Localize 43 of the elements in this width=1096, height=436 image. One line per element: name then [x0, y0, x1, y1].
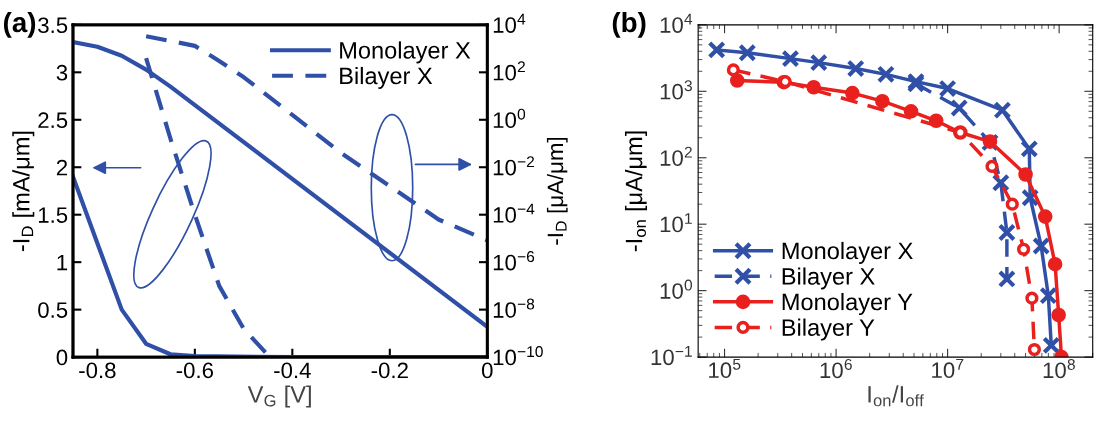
x-tick-label: -0.2: [371, 362, 408, 379]
y-tick-label: 2.5: [38, 112, 68, 129]
y2-axis-title: -I$_{D}$ [μA/μm]: [546, 137, 568, 245]
x-tick-label: 10$^{8}$: [1043, 358, 1075, 379]
y-tick-label: 1.5: [38, 207, 68, 223]
x-tick-label: 10$^{5}$: [709, 358, 741, 379]
x-axis-title: I$_{on}$/I$_{off}$: [868, 385, 924, 407]
x-tick-label: 0: [481, 362, 493, 379]
y-tick-label: 0.5: [38, 302, 68, 318]
legend-label: Bilayer X: [782, 267, 875, 290]
chart-title: (a): [3, 11, 36, 38]
legend-label: Monolayer Y: [782, 292, 913, 315]
x-tick-label: -0.6: [176, 362, 214, 379]
x-tick-label: -0.8: [79, 362, 116, 379]
y-axis-title: -I$_{on}$ [μA/μm]: [624, 131, 647, 252]
legend-label: Bilayer Y: [782, 318, 875, 341]
x-tick-label: -0.4: [274, 362, 311, 379]
y-axis-title: -I$_{D}$ [mA/μm]: [12, 131, 35, 252]
y-tick-label: 10$^{3}$: [660, 80, 692, 100]
y2-tick-label: 10$^{2}$: [493, 61, 525, 81]
y2-tick-label: 10$^{−4}$: [493, 203, 535, 223]
x-tick-label: 10$^{6}$: [820, 358, 852, 379]
y-tick-label: 3: [56, 64, 68, 81]
y-tick-label: 10$^{0}$: [660, 279, 693, 299]
chart-title: (b): [612, 11, 646, 38]
y-tick-label: 10$^{1}$: [660, 213, 692, 233]
y-tick-label: 1: [57, 254, 68, 271]
y-tick-label: 3.5: [38, 17, 68, 34]
legend-label: Monolayer X: [782, 241, 913, 264]
y2-tick-label: 10$^{−6}$: [493, 251, 535, 271]
y-tick-label: 10$^{4}$: [660, 13, 693, 33]
y2-tick-label: 10$^{4}$: [493, 13, 526, 33]
y-tick-label: 2: [56, 159, 68, 176]
y2-tick-label: 10$^{−2}$: [493, 156, 535, 176]
y-tick-label: 10$^{−1}$: [651, 346, 692, 366]
y2-tick-label: 10$^{−10}$: [493, 346, 543, 366]
y2-tick-label: 10$^{−8}$: [493, 298, 535, 318]
y2-tick-label: 10$^{0}$: [493, 108, 526, 129]
x-axis-title: V$_{G}$ [V]: [247, 385, 311, 408]
y-tick-label: 10$^{2}$: [660, 146, 692, 166]
legend-label: Bilayer X: [340, 66, 433, 89]
legend-label: Monolayer X: [340, 41, 471, 64]
x-tick-label: 10$^{7}$: [932, 358, 964, 379]
